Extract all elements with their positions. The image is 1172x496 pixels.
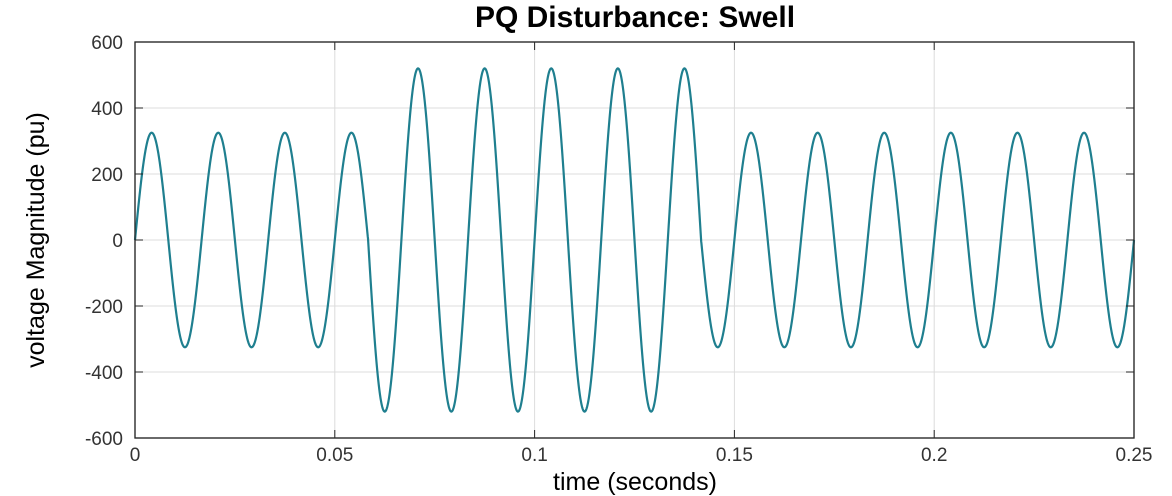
x-tick-label: 0.1 <box>521 445 547 466</box>
y-tick-label: 600 <box>91 33 123 54</box>
y-tick-label: 400 <box>91 99 123 120</box>
x-tick-label: 0 <box>130 445 141 466</box>
chart-title: PQ Disturbance: Swell <box>475 1 795 34</box>
x-tick-label: 0.25 <box>1116 445 1153 466</box>
y-tick-label: -200 <box>85 297 123 318</box>
series-line <box>133 67 1136 413</box>
y-tick-label: -600 <box>85 429 123 450</box>
y-tick-label: -400 <box>85 363 123 384</box>
x-tick-label: 0.05 <box>316 445 353 466</box>
x-tick-label: 0.15 <box>716 445 753 466</box>
y-axis-label: voltage Magnitude (pu) <box>22 112 50 368</box>
x-tick-label: 0.2 <box>921 445 947 466</box>
x-axis-label: time (seconds) <box>553 468 717 496</box>
y-tick-label: 0 <box>112 231 123 252</box>
series-layer <box>133 67 1136 413</box>
y-tick-label: 200 <box>91 165 123 186</box>
tick-layer: 0 0.05 0.1 0.15 0.2 0.25 -600 -400 -200 0 200 400 60… <box>85 33 1153 466</box>
